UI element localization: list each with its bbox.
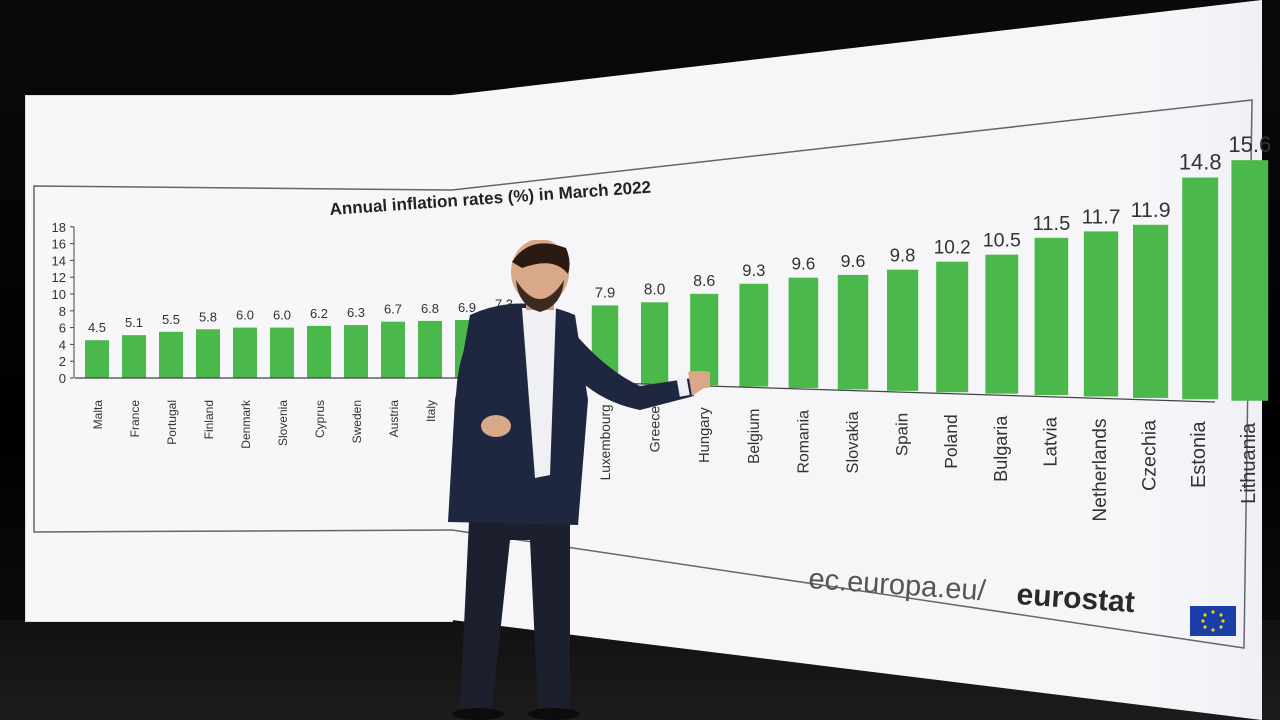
category-label: Slovakia (844, 411, 862, 474)
value-label: 9.6 (841, 251, 866, 271)
category-label: Lithuania (1238, 422, 1260, 504)
bar-italy (418, 320, 442, 378)
value-label: 6.8 (421, 301, 439, 316)
category-label: Italy (424, 400, 438, 422)
category-label: Belgium (746, 409, 763, 464)
bar-latvia (1034, 237, 1069, 396)
value-label: 6.9 (458, 300, 476, 315)
value-label: 5.1 (125, 315, 143, 330)
value-label: 8.6 (693, 272, 715, 290)
value-label: 9.8 (890, 245, 916, 266)
value-label: 11.7 (1082, 205, 1121, 228)
value-label: 10.5 (983, 230, 1021, 252)
category-label: Luxembourg (598, 404, 613, 480)
y-tick-label: 16 (52, 237, 66, 252)
bar-malta (85, 340, 109, 378)
value-label: 10.2 (934, 238, 971, 259)
category-label: Sweden (350, 400, 364, 443)
category-label: Netherlands (1090, 418, 1111, 521)
presenter-figure (448, 240, 710, 720)
bar-greece (640, 302, 669, 384)
bar-spain (886, 269, 919, 391)
y-tick-label: 2 (59, 354, 66, 369)
value-label: 9.6 (791, 254, 815, 274)
y-tick-label: 4 (59, 337, 66, 352)
category-label: Poland (941, 414, 961, 469)
eu-flag-icon (1190, 606, 1236, 636)
value-label: 5.5 (162, 312, 180, 327)
category-labels: Malta France Portugal Finland Denmark Sloveni… (91, 399, 1260, 522)
bar-cyprus (307, 325, 331, 378)
value-label: 15.6 (1228, 132, 1271, 157)
y-tick-label: 18 (52, 220, 66, 235)
bar-bulgaria (985, 254, 1019, 394)
category-label: Czechia (1139, 420, 1161, 491)
value-label: 6.0 (236, 308, 254, 323)
value-label: 6.2 (310, 306, 328, 321)
bar-lithuania (1231, 160, 1269, 401)
value-label: 5.8 (199, 309, 217, 324)
bar-slovenia (270, 327, 294, 378)
category-label: Bulgaria (991, 415, 1011, 482)
category-label: Spain (893, 413, 912, 456)
category-label: Denmark (239, 399, 253, 449)
chart-frame (33, 185, 453, 533)
category-label: Hungary (697, 407, 713, 463)
value-label: 6.7 (384, 302, 402, 317)
bar-belgium (739, 283, 769, 387)
x-axis-line (75, 377, 1216, 403)
value-label: 9.3 (742, 261, 765, 280)
bar-netherlands (1083, 231, 1119, 397)
bar-sweden (344, 325, 368, 378)
y-tick-label: 10 (52, 287, 66, 302)
value-label: 6.0 (273, 308, 291, 323)
category-label: Cyprus (313, 400, 327, 438)
category-label: Portugal (165, 400, 179, 445)
bar-finland (196, 329, 220, 378)
category-label: Latvia (1039, 416, 1060, 466)
category-label: Malta (91, 400, 105, 430)
category-label: Estonia (1188, 420, 1210, 488)
category-label: Slovenia (276, 400, 290, 446)
category-label: Greece (648, 406, 664, 453)
category-label: Finland (202, 400, 216, 439)
value-label: 14.8 (1179, 150, 1222, 175)
category-label: Austria (387, 400, 401, 438)
bar-portugal (159, 331, 183, 378)
y-tick-label: 14 (52, 253, 66, 268)
bar-romania (788, 277, 819, 389)
y-tick-label: 6 (59, 321, 66, 336)
value-label: 11.9 (1131, 198, 1171, 222)
y-tick-label: 0 (59, 371, 66, 386)
y-tick-label: 12 (52, 270, 66, 285)
value-label: 6.3 (347, 305, 365, 320)
category-label: Romania (795, 410, 812, 474)
value-label: 7.9 (595, 285, 616, 301)
value-label: 11.5 (1033, 213, 1071, 235)
y-tick-label: 8 (59, 304, 66, 319)
bar-austria (381, 321, 405, 378)
bar-slovakia (837, 274, 869, 390)
bar-hungary (690, 293, 719, 386)
bar-france (122, 335, 146, 378)
eurostat-logo-text: eurostat (1016, 578, 1136, 619)
bar-estonia (1182, 177, 1219, 400)
bar-poland (936, 261, 969, 393)
bar-czechia (1133, 224, 1169, 398)
value-label: 8.0 (644, 281, 665, 298)
value-label: 4.5 (88, 320, 106, 335)
category-label: France (128, 400, 142, 438)
bar-denmark (233, 327, 257, 378)
